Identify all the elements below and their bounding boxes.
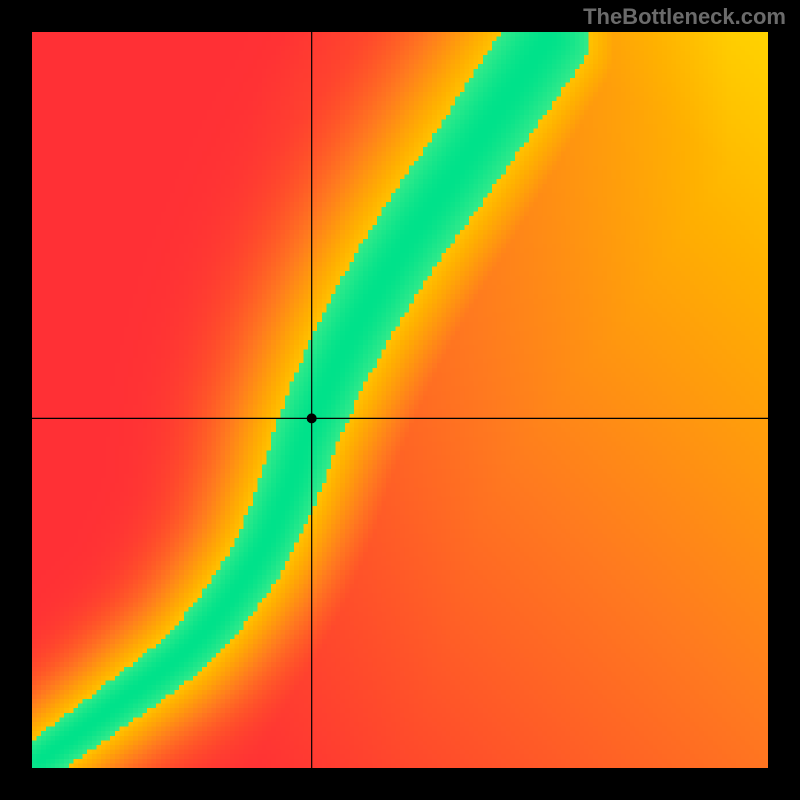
chart-container: { "canvas": { "width": 800, "height": 80… [0, 0, 800, 800]
watermark-text: TheBottleneck.com [583, 4, 786, 30]
bottleneck-heatmap [32, 32, 768, 768]
